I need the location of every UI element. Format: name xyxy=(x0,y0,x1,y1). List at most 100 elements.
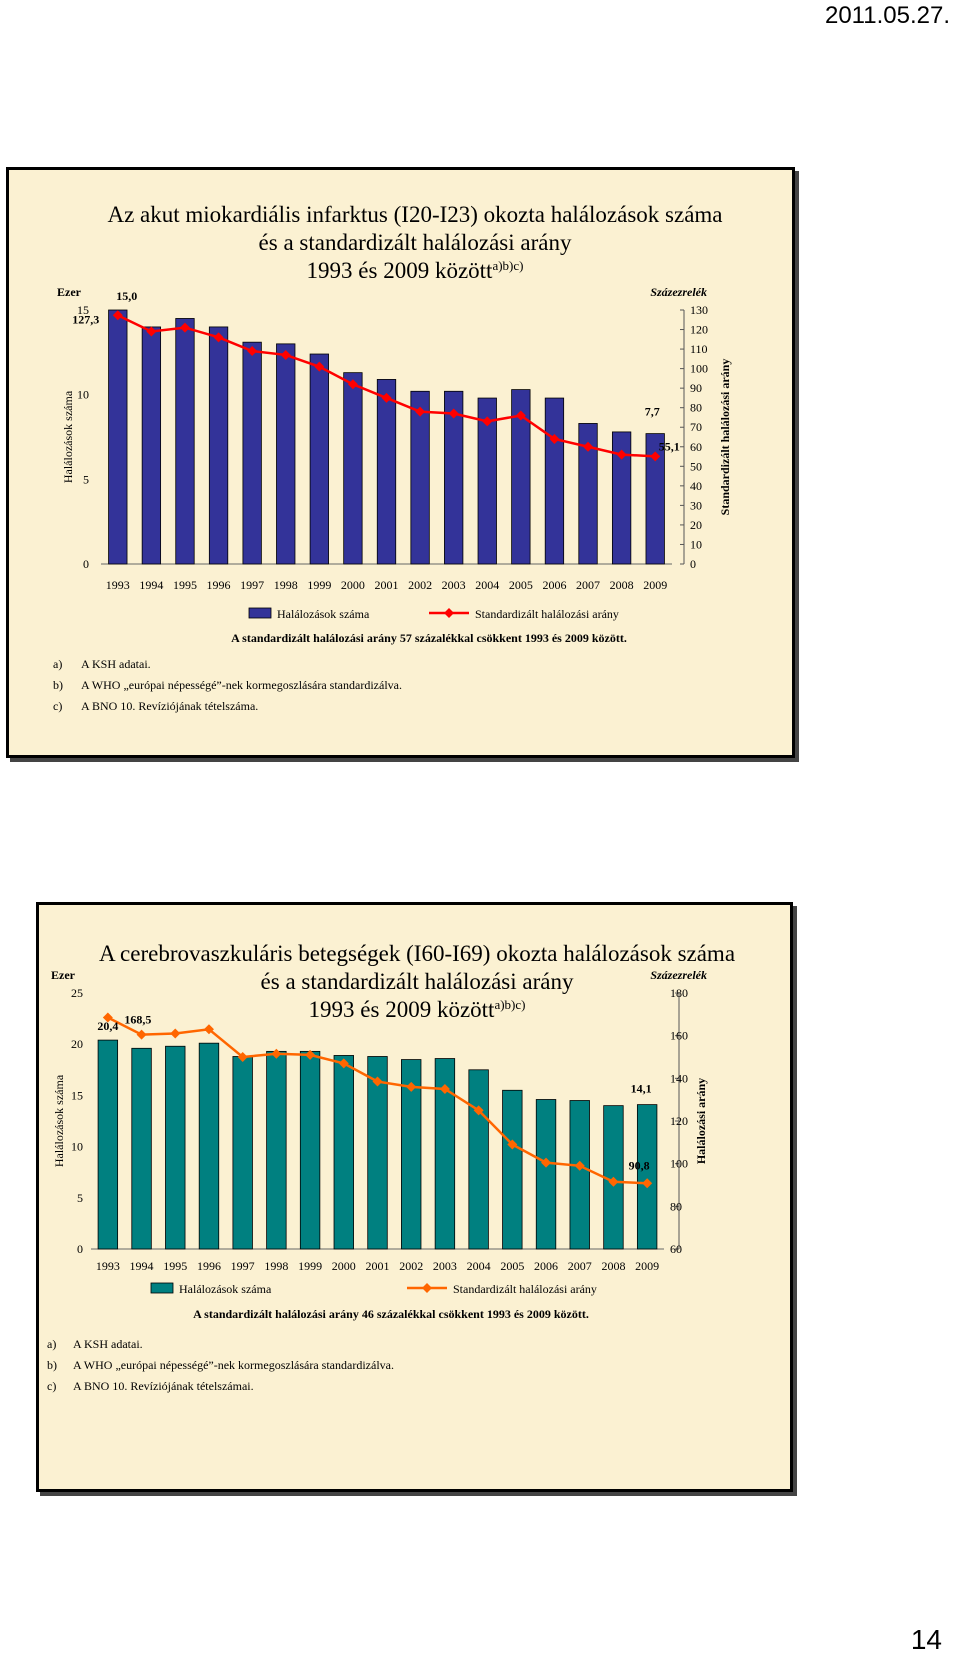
line-marker xyxy=(448,408,459,419)
x-axis-tick-label: 1995 xyxy=(163,1259,187,1273)
bar xyxy=(578,423,598,565)
x-axis-tick-label: 2009 xyxy=(643,578,667,592)
line-marker xyxy=(347,379,358,390)
right-axis-tick-label: 110 xyxy=(690,342,708,356)
x-axis-tick-label: 1998 xyxy=(264,1259,288,1273)
right-axis-tick-label: 120 xyxy=(690,323,708,337)
line-marker xyxy=(574,1160,585,1171)
bar xyxy=(276,343,296,565)
left-axis-tick-label: 5 xyxy=(83,472,89,486)
right-axis-tick-label: 120 xyxy=(670,1114,688,1128)
line-marker xyxy=(271,1048,282,1059)
bar xyxy=(165,1045,186,1250)
x-axis-tick-label: 2002 xyxy=(408,578,432,592)
data-label-line-last: 55,1 xyxy=(659,439,680,453)
line-marker xyxy=(415,406,426,417)
x-axis-tick-label: 2000 xyxy=(341,578,365,592)
line-marker xyxy=(136,1029,147,1040)
line-marker xyxy=(338,1058,349,1069)
bar xyxy=(131,1047,152,1250)
right-axis-tick-label: 160 xyxy=(670,1029,688,1043)
line-marker xyxy=(146,326,157,337)
bar xyxy=(367,1056,388,1250)
right-axis-tick-label: 80 xyxy=(690,401,702,415)
right-axis-title: Halálozási arány xyxy=(694,1078,708,1164)
bar xyxy=(232,1056,253,1250)
chart-title-line: és a standardizált halálozási arány xyxy=(261,969,574,994)
chart-panel-myocardial-infarction: Az akut miokardiális infarktus (I20-I23)… xyxy=(6,167,795,758)
line-marker xyxy=(237,1052,248,1062)
line-marker xyxy=(170,1028,181,1039)
line-marker xyxy=(203,1024,214,1035)
bar xyxy=(468,1069,489,1250)
right-axis-tick-label: 10 xyxy=(690,537,702,551)
x-axis-tick-label: 1998 xyxy=(274,578,298,592)
right-axis-tick-label: 100 xyxy=(670,1157,688,1171)
bar xyxy=(343,372,363,565)
line-marker xyxy=(102,1012,113,1023)
bar xyxy=(444,390,464,565)
footnote-text: A BNO 10. Revíziójának tételszáma. xyxy=(81,699,258,713)
chart-title-superscript: a)b)c) xyxy=(492,258,523,273)
line-marker xyxy=(112,310,123,321)
left-axis-tick-label: 0 xyxy=(77,1242,83,1256)
line-marker xyxy=(616,449,627,460)
x-axis-tick-label: 1996 xyxy=(207,578,231,592)
bar xyxy=(502,1089,523,1250)
bar xyxy=(242,341,262,565)
legend-bar-swatch xyxy=(248,607,272,619)
right-axis-tick-label: 90 xyxy=(690,381,702,395)
left-axis-title: Halálozások száma xyxy=(61,390,75,483)
right-axis-tick-label: 60 xyxy=(690,440,702,454)
line-marker xyxy=(583,441,594,452)
chart-title-text: 1993 és 2009 között xyxy=(309,997,496,1022)
x-axis-tick-label: 2008 xyxy=(610,578,634,592)
bar xyxy=(410,390,430,565)
footnote-mark: b) xyxy=(53,678,63,692)
left-axis-tick-label: 0 xyxy=(83,557,89,571)
x-axis-tick-label: 2004 xyxy=(467,1259,491,1273)
x-axis-tick-label: 2002 xyxy=(399,1259,423,1273)
x-axis-tick-label: 1999 xyxy=(307,578,331,592)
footnote-text: A KSH adatai. xyxy=(73,1337,143,1351)
data-label-line-first: 127,3 xyxy=(72,312,99,326)
chart-title-years: 1993 és 2009 közötta)b)c) xyxy=(309,997,526,1022)
chart-note: A standardizált halálozási arány 46 száz… xyxy=(193,1307,589,1321)
x-axis-tick-label: 2005 xyxy=(500,1259,524,1273)
bar xyxy=(108,309,128,565)
right-axis-tick-label: 130 xyxy=(690,303,708,317)
line-marker xyxy=(305,1049,316,1060)
right-axis-unit: Százezrelék xyxy=(650,968,707,982)
x-axis-tick-label: 2008 xyxy=(601,1259,625,1273)
data-label-bar-first: 20,4 xyxy=(97,1019,118,1033)
x-axis-tick-label: 1994 xyxy=(130,1259,154,1273)
bar xyxy=(97,1039,119,1250)
data-label-bar-last: 7,7 xyxy=(645,405,660,419)
x-axis-tick-label: 1997 xyxy=(240,578,264,592)
bar xyxy=(333,1055,354,1250)
chart-title-line: Az akut miokardiális infarktus (I20-I23)… xyxy=(107,202,722,227)
right-axis-tick-label: 100 xyxy=(690,362,708,376)
data-label-line-last: 90,8 xyxy=(629,1158,650,1172)
data-label-bar-last: 14,1 xyxy=(631,1082,652,1096)
footnote-mark: c) xyxy=(47,1379,56,1393)
bar xyxy=(645,433,665,565)
line-marker xyxy=(549,433,560,444)
footnote-text: A KSH adatai. xyxy=(81,657,151,671)
bar xyxy=(569,1100,590,1250)
bar xyxy=(141,326,162,565)
right-axis-tick-label: 0 xyxy=(690,557,696,571)
chart-title-line: és a standardizált halálozási arány xyxy=(259,230,572,255)
left-axis-tick-label: 15 xyxy=(71,1088,83,1102)
x-axis-tick-label: 2009 xyxy=(635,1259,659,1273)
right-axis-tick-label: 180 xyxy=(670,986,688,1000)
x-axis-tick-label: 2004 xyxy=(475,578,499,592)
x-axis-tick-label: 1997 xyxy=(231,1259,255,1273)
right-axis-tick-label: 50 xyxy=(690,459,702,473)
right-axis-tick-label: 20 xyxy=(690,518,702,532)
bar xyxy=(535,1099,557,1250)
legend-line-label: Standardizált halálozási arány xyxy=(475,607,619,621)
x-axis-tick-label: 2003 xyxy=(442,578,466,592)
data-label-line-first: 168,5 xyxy=(124,1013,151,1027)
right-axis-tick-label: 60 xyxy=(670,1242,682,1256)
